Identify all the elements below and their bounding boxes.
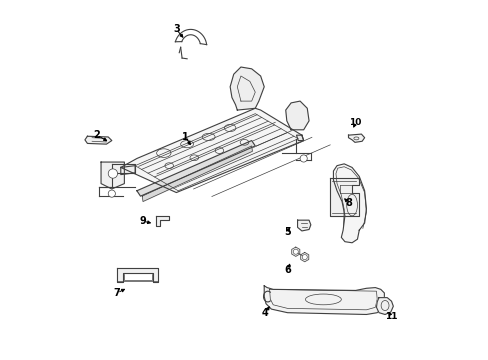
Circle shape [293, 249, 298, 254]
Text: 8: 8 [345, 198, 352, 208]
Polygon shape [121, 108, 303, 193]
Polygon shape [264, 286, 384, 315]
Polygon shape [300, 252, 308, 262]
Polygon shape [333, 164, 366, 243]
Polygon shape [297, 220, 310, 231]
Polygon shape [329, 178, 358, 216]
Polygon shape [117, 268, 158, 282]
Polygon shape [376, 298, 392, 315]
Polygon shape [142, 146, 252, 202]
Polygon shape [285, 101, 308, 130]
Text: 10: 10 [349, 118, 361, 127]
Text: 11: 11 [385, 312, 397, 321]
Text: 6: 6 [284, 265, 290, 275]
Text: 4: 4 [262, 308, 268, 318]
Polygon shape [85, 136, 112, 144]
Circle shape [302, 255, 306, 260]
Text: 7: 7 [114, 288, 121, 298]
Text: 2: 2 [93, 130, 100, 140]
Polygon shape [155, 216, 169, 226]
Text: 5: 5 [284, 227, 290, 237]
Circle shape [108, 169, 117, 178]
Text: 1: 1 [182, 132, 188, 142]
Polygon shape [291, 247, 299, 256]
Circle shape [108, 190, 115, 197]
Polygon shape [230, 67, 264, 110]
Circle shape [300, 155, 306, 162]
Polygon shape [348, 134, 364, 142]
Polygon shape [137, 140, 255, 196]
Polygon shape [121, 166, 135, 175]
Text: 9: 9 [140, 216, 146, 226]
Text: 3: 3 [173, 24, 180, 35]
Polygon shape [296, 135, 303, 140]
Polygon shape [101, 162, 124, 189]
Polygon shape [112, 164, 135, 173]
